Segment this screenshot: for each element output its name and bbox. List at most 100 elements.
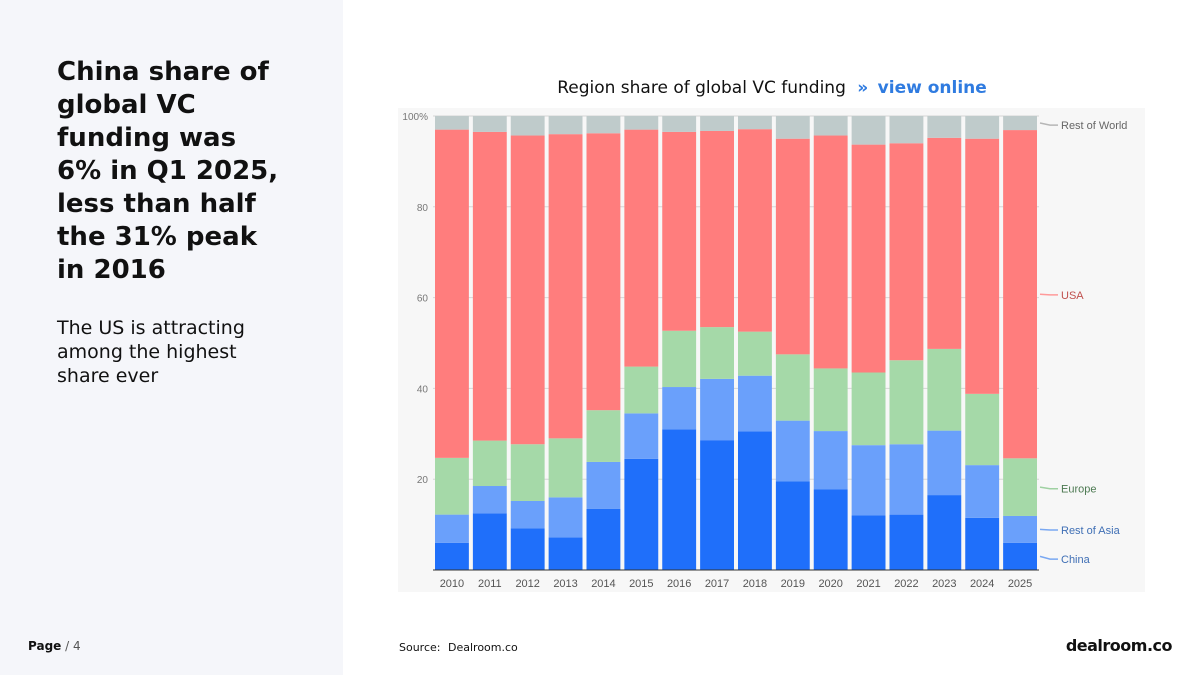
bar-segment-china	[813, 489, 848, 570]
left-panel: China share of global VC funding was 6% …	[0, 0, 343, 675]
bar-segment-usa	[738, 129, 772, 332]
bar-segment-usa	[662, 131, 697, 331]
x-tick-label: 2013	[553, 578, 577, 590]
legend-label: Rest of Asia	[1061, 525, 1121, 537]
bar-segment-china	[435, 542, 469, 570]
bar-segment-rest-of-world	[889, 116, 924, 144]
x-tick-label: 2019	[781, 578, 805, 590]
bar-segment-rest-of-world	[510, 116, 545, 136]
bar-segment-rest-of-asia	[738, 375, 772, 432]
bar-segment-europe	[851, 372, 886, 446]
bar-segment-europe	[813, 368, 848, 432]
bar-segment-usa	[548, 134, 583, 439]
bar-segment-china	[510, 528, 545, 570]
bar-segment-europe	[624, 366, 659, 414]
bar-segment-rest-of-asia	[965, 465, 1000, 518]
page-word: Page	[28, 639, 62, 653]
bar-segment-europe	[775, 354, 810, 421]
page-indicator: Page / 4	[28, 639, 81, 653]
double-chevron-right-icon: »	[857, 78, 869, 98]
bar-segment-rest-of-world	[851, 116, 886, 145]
legend-label: China	[1061, 554, 1091, 566]
bar-segment-rest-of-asia	[510, 500, 545, 529]
bar-segment-usa	[851, 144, 886, 373]
bar-segment-rest-of-asia	[927, 430, 962, 496]
bar-segment-rest-of-world	[586, 116, 621, 134]
y-tick-label: 40	[417, 384, 429, 395]
source-value: Dealroom.co	[448, 641, 518, 654]
bar-segment-rest-of-world	[738, 116, 772, 130]
page-number: 4	[73, 639, 81, 653]
bar-segment-europe	[548, 438, 583, 498]
y-tick-label: 100%	[402, 112, 428, 123]
bar-segment-europe	[927, 348, 962, 431]
bar-segment-china	[851, 515, 886, 570]
bar-segment-rest-of-asia	[586, 461, 621, 509]
bar-segment-rest-of-world	[624, 116, 659, 130]
x-tick-label: 2022	[894, 578, 918, 590]
x-tick-label: 2025	[1008, 578, 1032, 590]
bar-segment-rest-of-asia	[662, 387, 697, 430]
bar-segment-rest-of-world	[965, 116, 1000, 139]
legend-label: Rest of World	[1061, 120, 1127, 132]
bar-segment-usa	[965, 138, 1000, 394]
bar-segment-rest-of-asia	[851, 445, 886, 516]
x-tick-label: 2012	[515, 578, 539, 590]
bar-segment-china	[548, 537, 583, 570]
bar-segment-rest-of-asia	[472, 486, 507, 514]
source-label: Source:	[399, 641, 441, 654]
x-tick-label: 2023	[932, 578, 956, 590]
bar-segment-rest-of-asia	[1003, 515, 1037, 543]
x-tick-label: 2024	[970, 578, 994, 590]
bar-segment-europe	[738, 331, 772, 376]
x-tick-label: 2015	[629, 578, 653, 590]
bar-segment-rest-of-world	[813, 116, 848, 136]
bar-segment-europe	[472, 440, 507, 487]
bar-segment-rest-of-world	[548, 116, 583, 135]
headline: China share of global VC funding was 6% …	[57, 57, 279, 285]
bar-segment-rest-of-asia	[775, 420, 810, 482]
bar-segment-rest-of-asia	[813, 431, 848, 490]
bar-segment-europe	[700, 327, 734, 379]
bar-segment-europe	[586, 410, 621, 462]
bar-segment-china	[662, 429, 697, 570]
bar-segment-usa	[775, 138, 810, 355]
x-tick-label: 2011	[478, 578, 502, 590]
bar-segment-usa	[700, 130, 734, 328]
source-note: Source: Dealroom.co	[399, 641, 518, 654]
bar-segment-china	[624, 458, 659, 570]
legend-label: Europe	[1061, 484, 1096, 496]
bar-segment-rest-of-asia	[435, 514, 469, 543]
bar-segment-usa	[586, 133, 621, 411]
bar-segment-china	[586, 508, 621, 570]
x-tick-label: 2020	[818, 578, 842, 590]
x-tick-label: 2017	[705, 578, 729, 590]
x-tick-label: 2016	[667, 578, 691, 590]
chart-title: Region share of global VC funding » view…	[372, 78, 1172, 98]
bar-segment-rest-of-asia	[700, 378, 734, 441]
legend-leader-line	[1039, 293, 1058, 296]
bar-segment-usa	[1003, 130, 1037, 459]
bar-segment-china	[1003, 542, 1037, 570]
bar-segment-europe	[1003, 458, 1037, 516]
page-separator: /	[65, 639, 70, 653]
y-tick-label: 80	[417, 203, 429, 214]
bar-segment-rest-of-world	[472, 116, 507, 132]
bar-segment-usa	[889, 143, 924, 361]
bar-segment-china	[700, 440, 734, 570]
bar-segment-europe	[889, 360, 924, 445]
bar-segment-usa	[435, 129, 469, 458]
bar-segment-rest-of-world	[775, 116, 810, 139]
y-tick-label: 60	[417, 294, 429, 305]
dealroom-logo: dealroom.co	[1065, 636, 1173, 655]
bar-segment-rest-of-asia	[889, 444, 924, 515]
view-online-link[interactable]: view online	[877, 78, 987, 98]
bar-segment-china	[965, 517, 1000, 570]
y-tick-label: 20	[417, 475, 429, 486]
legend-leader-line	[1039, 486, 1058, 490]
bar-segment-china	[927, 495, 962, 570]
legend-label: USA	[1061, 290, 1084, 302]
bar-segment-usa	[927, 137, 962, 349]
x-tick-label: 2010	[440, 578, 464, 590]
